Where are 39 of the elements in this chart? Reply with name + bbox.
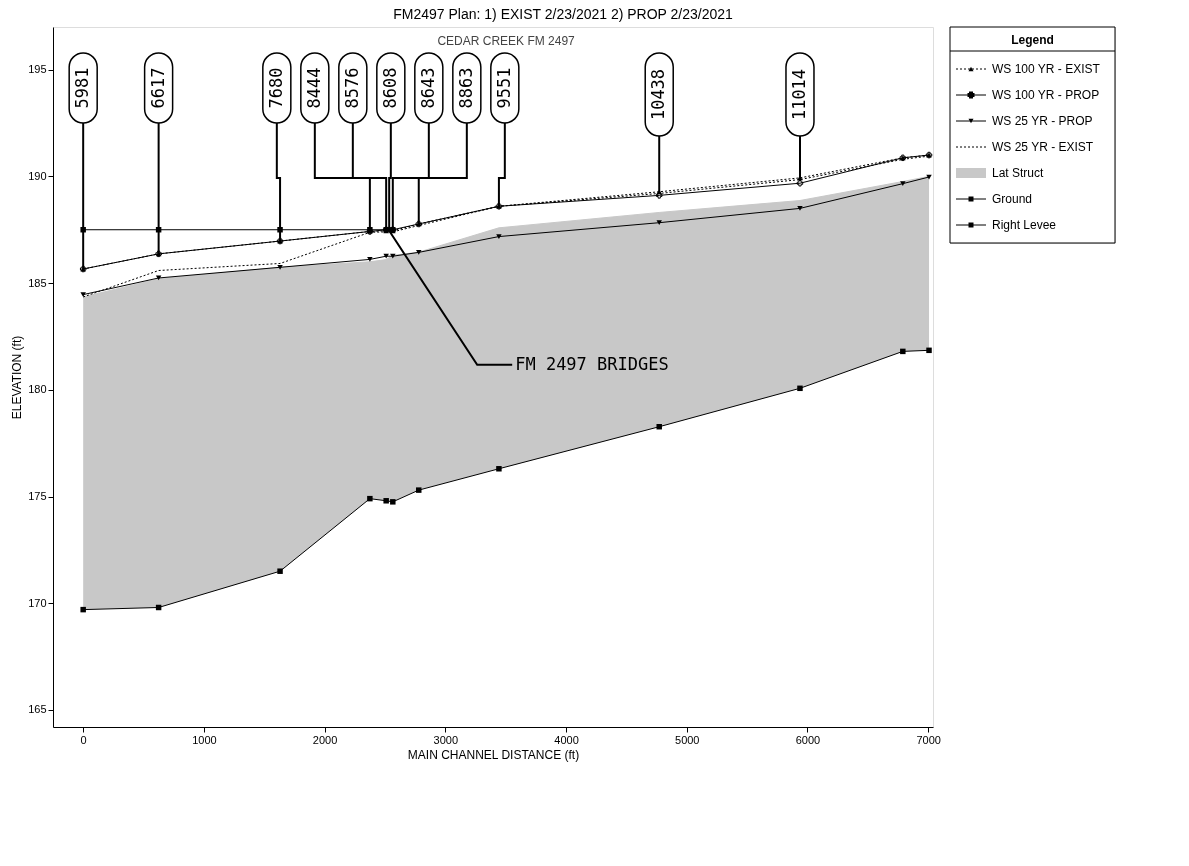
annotation: 8576 <box>341 67 362 109</box>
x-axis-title: MAIN CHANNEL DISTANCE (ft) <box>407 747 580 762</box>
annotation: 11014 <box>788 68 809 121</box>
x-tick-label: 2000 <box>312 733 338 746</box>
y-tick-label: 185 <box>28 276 47 289</box>
y-tick-label: 165 <box>28 703 47 716</box>
y-axis-title: ELEVATION (ft) <box>10 335 25 420</box>
y-tick-label: 195 <box>28 63 47 76</box>
y-tick-label: 180 <box>28 383 47 396</box>
annotation: 7680 <box>265 67 286 109</box>
annotation: CEDAR CREEK FM 2497 <box>437 34 576 48</box>
legend-label: WS 100 YR - EXIST <box>992 62 1101 76</box>
x-tick-label: 3000 <box>433 733 459 746</box>
legend-label: Lat Struct <box>992 166 1045 180</box>
y-tick-label: 190 <box>28 169 47 182</box>
annotation: 8643 <box>417 67 438 109</box>
annotation: FM 2497 BRIDGES <box>515 353 669 374</box>
annotation: 6617 <box>147 67 168 109</box>
legend-label: Right Levee <box>992 218 1057 232</box>
annotation: 8444 <box>303 67 324 109</box>
legend-label: WS 100 YR - PROP <box>992 88 1100 102</box>
legend-title: Legend <box>1011 33 1054 47</box>
annotation: 8608 <box>379 67 400 109</box>
legend-label: WS 25 YR - PROP <box>992 114 1093 128</box>
y-tick-label: 175 <box>28 490 47 503</box>
chart-title: FM2497 Plan: 1) EXIST 2/23/2021 2) PROP 2/23/2021 <box>393 6 734 22</box>
annotation: 10438 <box>648 68 669 121</box>
x-tick-label: 5000 <box>675 733 700 746</box>
legend-label: Ground <box>992 192 1033 206</box>
legend-label: WS 25 YR - EXIST <box>992 140 1094 154</box>
x-tick-label: 7000 <box>916 733 941 746</box>
x-tick-label: 4000 <box>554 733 579 746</box>
x-tick-label: 6000 <box>795 733 821 746</box>
x-tick-label: 0 <box>80 733 87 746</box>
annotation: 8863 <box>455 67 476 109</box>
annotation: 9551 <box>493 67 514 109</box>
y-tick-label: 170 <box>28 596 47 609</box>
annotation: 5981 <box>72 67 93 109</box>
x-tick-label: 1000 <box>192 733 217 746</box>
